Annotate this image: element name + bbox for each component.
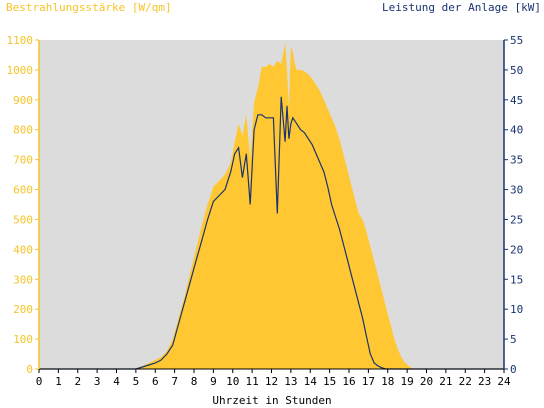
x-tick-label: 5 [133,375,140,388]
x-tick-label: 17 [362,375,375,388]
right-tick-label: 50 [510,64,523,77]
x-tick-label: 14 [304,375,318,388]
x-tick-label: 15 [323,375,336,388]
x-tick-label: 21 [439,375,452,388]
tick-group: 0100200300400500600700800900100011000510… [7,34,524,388]
x-tick-label: 18 [381,375,394,388]
x-tick-label: 1 [55,375,62,388]
x-tick-label: 23 [478,375,491,388]
x-tick-label: 19 [401,375,414,388]
x-tick-label: 24 [497,375,511,388]
right-axis-title: Leistung der Anlage [kW] [382,1,541,14]
left-tick-label: 800 [13,124,33,137]
right-tick-label: 0 [510,363,517,376]
left-tick-label: 0 [26,363,33,376]
right-tick-label: 5 [510,333,517,346]
x-tick-label: 3 [94,375,101,388]
x-tick-label: 22 [459,375,472,388]
x-tick-label: 13 [284,375,297,388]
right-tick-label: 55 [510,34,523,47]
x-tick-label: 0 [36,375,43,388]
left-tick-label: 100 [13,333,33,346]
right-tick-label: 35 [510,154,523,167]
x-tick-label: 8 [191,375,198,388]
left-tick-label: 300 [13,273,33,286]
x-tick-label: 7 [171,375,178,388]
left-tick-label: 1100 [7,34,34,47]
x-tick-label: 12 [265,375,278,388]
right-tick-label: 10 [510,303,523,316]
left-tick-label: 600 [13,184,33,197]
left-tick-label: 200 [13,303,33,316]
left-tick-label: 500 [13,213,33,226]
right-tick-label: 45 [510,94,523,107]
x-axis-title: Uhrzeit in Stunden [212,394,332,407]
right-tick-label: 40 [510,124,523,137]
x-tick-label: 10 [226,375,239,388]
x-tick-label: 4 [113,375,120,388]
left-tick-label: 400 [13,243,33,256]
left-tick-label: 1000 [7,64,34,77]
x-tick-label: 16 [342,375,355,388]
x-tick-label: 20 [420,375,433,388]
right-tick-label: 15 [510,273,523,286]
x-tick-label: 2 [74,375,81,388]
irradiance-area [39,43,504,369]
right-tick-label: 25 [510,213,523,226]
left-tick-label: 700 [13,154,33,167]
x-tick-label: 11 [246,375,259,388]
right-tick-label: 20 [510,243,523,256]
x-tick-label: 9 [210,375,217,388]
left-axis-title: Bestrahlungsstärke [W/qm] [6,1,172,14]
right-tick-label: 30 [510,184,523,197]
x-tick-label: 6 [152,375,159,388]
left-tick-label: 900 [13,94,33,107]
